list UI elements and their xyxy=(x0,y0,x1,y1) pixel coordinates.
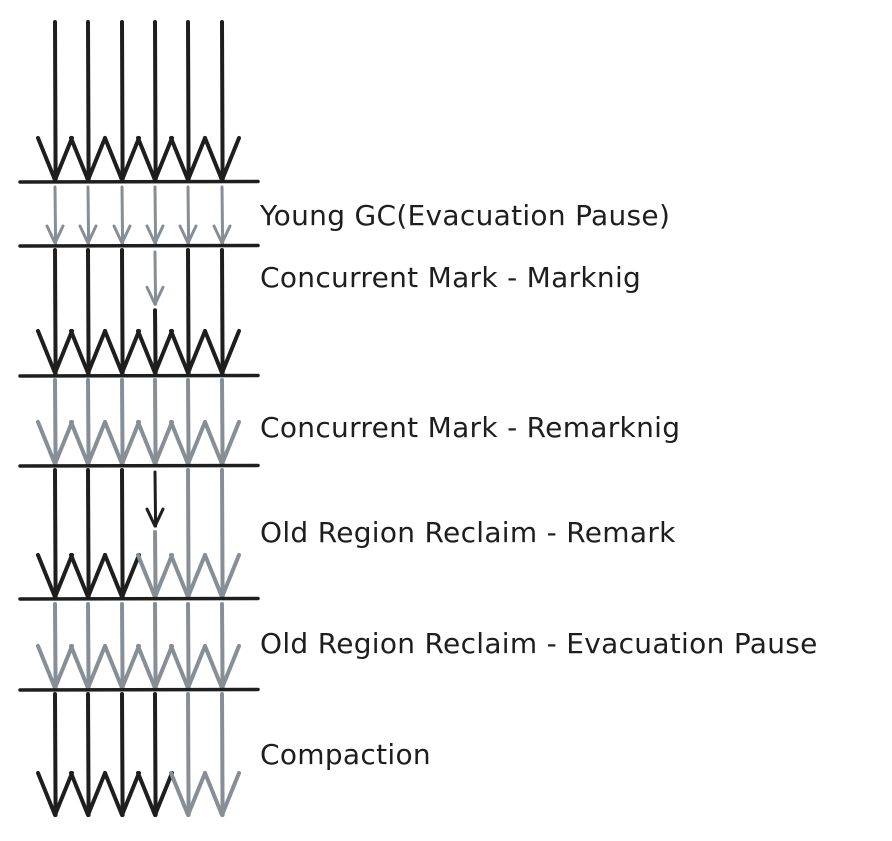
region-arrow xyxy=(203,20,241,182)
region-arrow xyxy=(69,248,107,375)
region-arrow xyxy=(36,692,74,817)
region-arrow xyxy=(36,20,74,182)
region-arrow xyxy=(169,468,207,599)
phase-arrows-1 xyxy=(45,185,232,245)
region-arrow xyxy=(203,602,241,690)
region-arrow xyxy=(69,468,107,599)
region-arrow xyxy=(169,248,207,375)
region-arrow xyxy=(103,248,141,375)
region-arrow xyxy=(112,185,132,245)
phase-separator-line xyxy=(18,596,260,601)
phase-separator-line xyxy=(18,687,260,692)
region-arrow xyxy=(203,248,241,375)
region-arrow xyxy=(203,378,241,466)
region-arrow xyxy=(103,692,141,817)
region-arrow xyxy=(78,185,98,245)
region-arrow xyxy=(103,602,141,690)
region-arrow xyxy=(36,378,74,466)
region-arrow xyxy=(103,20,141,182)
region-arrows xyxy=(36,20,241,817)
phase-label-compaction: Compaction xyxy=(260,738,431,771)
region-arrow xyxy=(36,468,74,599)
region-arrow xyxy=(169,692,207,817)
region-arrow xyxy=(169,602,207,690)
region-arrow xyxy=(103,468,141,599)
phase-label-old-region-reclaim-evacuation: Old Region Reclaim - Evacuation Pause xyxy=(260,627,818,660)
phase-arrows-5 xyxy=(36,602,241,690)
region-arrow xyxy=(36,248,74,375)
phase-arrows-4 xyxy=(36,468,241,599)
region-arrow xyxy=(69,20,107,182)
phase-label-concurrent-mark-remarking: Concurrent Mark - Remarknig xyxy=(260,411,680,444)
region-arrow xyxy=(36,602,74,690)
phase-separator-line xyxy=(18,243,260,248)
region-arrow xyxy=(45,185,65,245)
region-arrow xyxy=(145,185,165,245)
region-arrow xyxy=(169,20,207,182)
region-arrow xyxy=(69,378,107,466)
region-arrow xyxy=(103,378,141,466)
region-arrow xyxy=(178,185,198,245)
region-arrow xyxy=(212,185,232,245)
phase-arrows-2 xyxy=(36,248,241,375)
region-arrow xyxy=(203,692,241,817)
phase-arrows-3 xyxy=(36,378,241,466)
region-arrow xyxy=(69,692,107,817)
region-arrow xyxy=(145,250,165,306)
region-arrow xyxy=(136,692,174,817)
phase-separator-line xyxy=(18,179,260,184)
phase-label-concurrent-mark-marking: Concurrent Mark - Marknig xyxy=(260,261,641,294)
region-arrow xyxy=(203,468,241,599)
phase-separators xyxy=(18,179,260,692)
phase-label-young-gc: Young GC(Evacuation Pause) xyxy=(259,199,670,232)
phase-label-old-region-reclaim-remark: Old Region Reclaim - Remark xyxy=(260,516,676,549)
phase-separator-line xyxy=(18,463,260,468)
phase-arrows-6 xyxy=(36,692,241,817)
region-arrow xyxy=(136,20,174,182)
region-arrow xyxy=(145,470,165,528)
region-arrow xyxy=(69,602,107,690)
phase-separator-line xyxy=(18,373,260,378)
region-arrow xyxy=(136,602,174,690)
region-arrow xyxy=(169,378,207,466)
region-arrow xyxy=(136,530,174,599)
phase-arrows-0 xyxy=(36,20,241,182)
region-arrow xyxy=(136,308,174,375)
region-arrow xyxy=(136,378,174,466)
